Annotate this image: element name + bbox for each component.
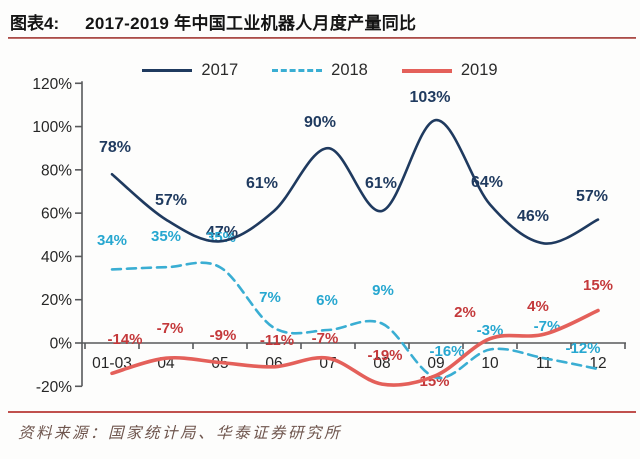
chart-legend: 2017 2018 2019 [0, 61, 640, 80]
source-note: 资料来源：国家统计局、华泰证券研究所 [18, 425, 343, 442]
legend-label-2017: 2017 [201, 61, 239, 79]
series-labels-2019: -14%-7% -9% -11% -7%-19%-15%2% 4%15% [107, 277, 613, 390]
x-tick-label: 08 [373, 355, 390, 372]
legend-line-sample-2018 [272, 69, 323, 72]
data-label: 61% [365, 175, 397, 192]
data-label: 2% [454, 304, 476, 321]
data-label: 15% [583, 277, 613, 294]
data-label: -7% [157, 320, 184, 337]
x-tick-label: 10 [481, 355, 499, 372]
legend-label-2019: 2019 [460, 61, 498, 79]
data-label: -12% [565, 340, 600, 357]
data-label: 34% [97, 232, 127, 249]
series-labels-2017: 78%57%47%61%90%61%103%64%46%57% [99, 89, 608, 241]
y-tick-label: -20% [36, 379, 72, 396]
data-label: -14% [107, 331, 142, 348]
x-tick-label: 12 [589, 355, 606, 372]
data-label: 9% [372, 282, 394, 299]
data-label: -11% [260, 332, 294, 349]
y-tick-label: 80% [41, 162, 72, 179]
x-tick-label: 09 [427, 355, 444, 372]
y-tick-label: 100% [32, 119, 72, 136]
y-tick-label: 120% [32, 76, 72, 93]
data-label: 61% [246, 175, 278, 192]
x-tick-label: 01-03 [92, 355, 132, 372]
data-label: 57% [155, 192, 187, 209]
y-tick-label: 0% [50, 336, 73, 353]
series-line-2017 [110, 118, 600, 245]
legend-item-2019: 2019 [401, 61, 498, 80]
figure-header: 图表4: 2017-2019 年中国工业机器人月度产量同比 [10, 9, 416, 34]
title-divider [8, 37, 636, 39]
x-tick-label: 06 [265, 355, 282, 372]
axes [75, 81, 626, 388]
data-label: 35% [151, 228, 181, 245]
data-label: -19% [367, 347, 402, 364]
data-label: -7% [312, 330, 339, 347]
y-tick-label: 60% [41, 206, 72, 223]
figure-title: 2017-2019 年中国工业机器人月度产量同比 [85, 14, 417, 33]
data-label: 103% [410, 89, 451, 106]
y-tick-label: 20% [41, 292, 72, 309]
data-label: 78% [99, 139, 131, 156]
source-divider [8, 411, 636, 413]
data-label: 46% [517, 208, 549, 225]
series-labels-2018: 34% 35% 35%7% 6%9%-16%-3% -7%-12% [97, 228, 601, 360]
data-label: 6% [316, 292, 338, 309]
series-line-2018 [110, 261, 600, 380]
data-label: 4% [527, 298, 549, 315]
legend-label-2018: 2018 [331, 61, 368, 79]
legend-line-sample-2019 [401, 68, 452, 73]
y-axis-labels: 120% 100% 80% 60% 40% 20% 0% -20% [32, 76, 72, 396]
data-label: 90% [304, 114, 336, 131]
legend-item-2017: 2017 [142, 61, 238, 80]
data-label: -3% [477, 322, 504, 339]
series-line-2019 [110, 308, 600, 387]
data-label: 57% [576, 188, 608, 205]
data-label: 47% [206, 224, 238, 241]
data-label: 7% [259, 289, 281, 306]
legend-line-sample-2017 [142, 69, 193, 72]
data-label: -16% [429, 343, 464, 360]
data-label: -9% [210, 327, 237, 344]
figure-label: 图表4: [10, 14, 60, 33]
legend-item-2018: 2018 [272, 61, 368, 80]
y-tick-label: 40% [41, 249, 72, 266]
